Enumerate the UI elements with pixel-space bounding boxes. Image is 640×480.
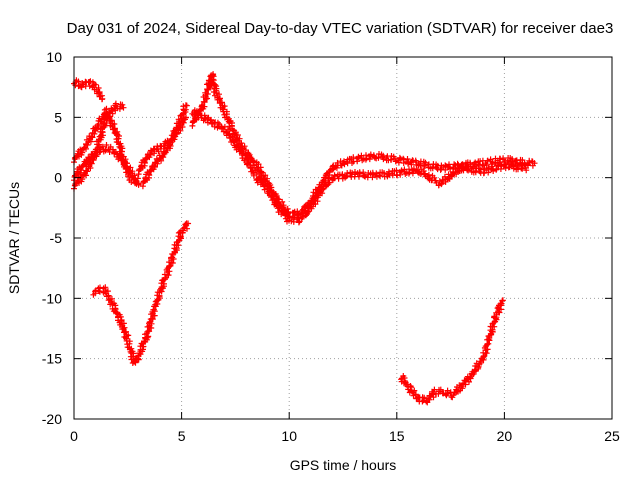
x-tick-label: 0 bbox=[70, 428, 78, 444]
series-marks bbox=[139, 114, 189, 190]
y-tick-label: -15 bbox=[42, 351, 62, 367]
x-tick-label: 25 bbox=[604, 428, 620, 444]
y-tick-label: 5 bbox=[54, 109, 62, 125]
x-tick-label: 15 bbox=[389, 428, 405, 444]
x-axis-label: GPS time / hours bbox=[290, 457, 397, 473]
chart-title: Day 031 of 2024, Sidereal Day-to-day VTE… bbox=[67, 20, 614, 37]
grid bbox=[74, 57, 612, 419]
series-arc-bottom-right bbox=[398, 297, 506, 406]
series-arc-bottom-left bbox=[90, 220, 192, 366]
y-tick-label: 0 bbox=[54, 170, 62, 186]
series-arc-main bbox=[189, 71, 538, 220]
series-marks bbox=[189, 71, 538, 220]
x-tick-label: 5 bbox=[178, 428, 186, 444]
y-axis-label: SDTVAR / TECUs bbox=[6, 182, 22, 294]
series-marks bbox=[398, 297, 506, 406]
series-arc-main-lower bbox=[189, 107, 530, 226]
series-marks bbox=[90, 220, 192, 366]
series-arc-mid-up-2 bbox=[139, 114, 189, 190]
series-arc-upper-left bbox=[71, 77, 106, 103]
x-tick-label: 10 bbox=[281, 428, 297, 444]
data-points bbox=[71, 71, 538, 406]
series-marks bbox=[189, 107, 530, 226]
y-tick-label: -20 bbox=[42, 411, 62, 427]
y-tick-label: -5 bbox=[50, 230, 63, 246]
x-tick-label: 20 bbox=[497, 428, 513, 444]
y-tick-label: 10 bbox=[46, 49, 62, 65]
series-marks bbox=[71, 77, 106, 103]
axis-ticks: 0 5 10 15 20 25 -20 -15 -10 -5 0 5 10 bbox=[42, 49, 620, 444]
y-tick-label: -10 bbox=[42, 290, 62, 306]
